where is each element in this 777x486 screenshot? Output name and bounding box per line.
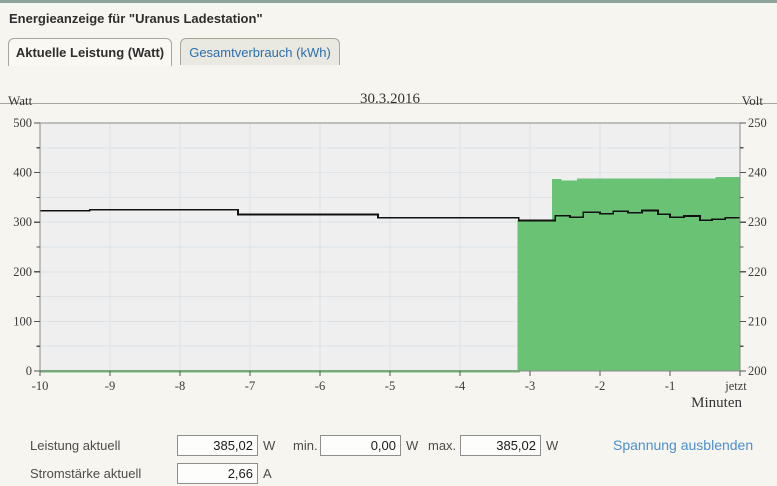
readout-panel: Leistung aktuell W min. W max. W Spannun… (0, 425, 777, 486)
power-value-field[interactable] (177, 435, 258, 456)
min-value-field[interactable] (320, 435, 401, 456)
min-label: min. (293, 438, 318, 453)
svg-text:210: 210 (748, 314, 767, 328)
svg-text:200: 200 (748, 364, 767, 378)
svg-text:100: 100 (13, 314, 32, 328)
chart-canvas: 500 400 300 200 100 0 250 240 230 220 210 200 -10 -9 -… (13, 116, 767, 393)
current-label: Stromstärke aktuell (30, 466, 142, 481)
max-value-field[interactable] (460, 435, 541, 456)
svg-text:-2: -2 (595, 379, 605, 393)
svg-text:-10: -10 (32, 379, 49, 393)
svg-text:-1: -1 (665, 379, 675, 393)
current-value-field[interactable] (177, 463, 258, 484)
svg-text:-4: -4 (455, 379, 466, 393)
accent-top-bar (0, 0, 777, 3)
svg-text:-9: -9 (105, 379, 115, 393)
svg-text:400: 400 (13, 166, 32, 180)
power-voltage-chart: Watt 30.3.2016 Volt Minuten 500 400 300 200… (0, 85, 777, 415)
power-label: Leistung aktuell (30, 438, 121, 453)
axis-ticks (34, 122, 746, 376)
svg-text:240: 240 (748, 166, 767, 180)
svg-text:-5: -5 (385, 379, 395, 393)
current-unit: A (263, 466, 272, 481)
svg-text:250: 250 (748, 116, 767, 130)
voltage-step-line (40, 208, 740, 222)
svg-text:230: 230 (748, 215, 767, 229)
power-area-outline (40, 177, 740, 373)
tab-aktuelle-leistung[interactable]: Aktuelle Leistung (Watt) (8, 38, 172, 66)
power-unit: W (263, 438, 276, 453)
svg-text:-8: -8 (175, 379, 185, 393)
tab-bar: Aktuelle Leistung (Watt) Gesamtverbrauch… (0, 38, 777, 104)
svg-text:-6: -6 (315, 379, 325, 393)
svg-text:220: 220 (748, 265, 767, 279)
hide-voltage-link[interactable]: Spannung ausblenden (613, 437, 754, 453)
tab-gesamtverbrauch[interactable]: Gesamtverbrauch (kWh) (180, 38, 340, 65)
svg-text:200: 200 (13, 265, 32, 279)
chart-date-title: 30.3.2016 (360, 91, 420, 107)
power-area-fill (40, 178, 740, 371)
svg-text:500: 500 (13, 116, 32, 130)
x-axis-title: Minuten (691, 395, 742, 411)
page-title: Energieanzeige für "Uranus Ladestation" (9, 11, 263, 26)
svg-text:-3: -3 (525, 379, 535, 393)
svg-text:-7: -7 (245, 379, 255, 393)
tab-bottom-rule (0, 103, 777, 104)
right-axis-title: Volt (741, 93, 763, 108)
max-label: max. (428, 438, 457, 453)
max-unit: W (546, 438, 559, 453)
svg-text:300: 300 (13, 215, 32, 229)
left-axis-title: Watt (8, 93, 33, 108)
min-unit: W (406, 438, 419, 453)
svg-text:0: 0 (26, 364, 32, 378)
axis-tick-labels: 500 400 300 200 100 0 250 240 230 220 210 200 -10 -9 -… (13, 116, 767, 393)
svg-text:jetzt: jetzt (724, 379, 747, 393)
